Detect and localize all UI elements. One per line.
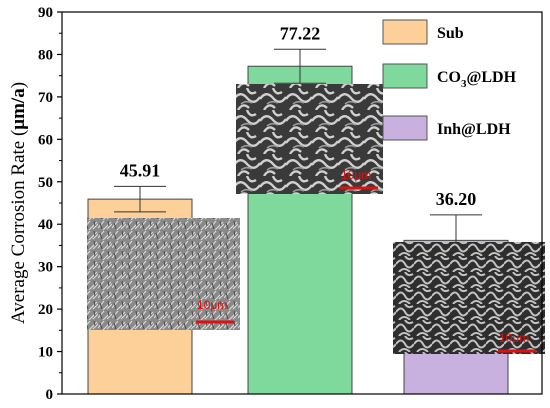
sem-micrograph-icon bbox=[393, 242, 545, 354]
scale-label-0: 10μm bbox=[197, 298, 227, 312]
scale-label-2: 10μm bbox=[499, 331, 529, 345]
y-tick-label-2: 20 bbox=[38, 302, 53, 318]
y-tick-label-1: 10 bbox=[38, 345, 53, 361]
y-axis-label-prefix: Average Corrosion Rate ( bbox=[8, 130, 29, 324]
legend-swatch-2 bbox=[382, 115, 428, 141]
legend: Sub CO3@LDH Inh@LDH bbox=[382, 19, 517, 141]
scale-label-1: 10μm bbox=[341, 168, 371, 182]
axes-layer: 0 10 20 30 40 50 60 70 80 90 Average Corrosion Rat… bbox=[8, 5, 543, 403]
y-tick-label-9: 90 bbox=[38, 5, 53, 21]
sem-micrograph-icon bbox=[236, 84, 383, 194]
legend-label-1: CO3@LDH bbox=[437, 69, 517, 90]
y-tick-label-0: 0 bbox=[46, 387, 54, 403]
y-tick-label-6: 60 bbox=[38, 132, 53, 148]
legend-swatch-1 bbox=[382, 63, 428, 89]
legend-label-2: Inh@LDH bbox=[437, 121, 511, 138]
data-label-0: 45.91 bbox=[120, 160, 161, 180]
y-tick-label-8: 80 bbox=[38, 47, 53, 63]
legend-label-0: Sub bbox=[437, 25, 464, 42]
data-labels-layer: 45.91 77.22 36.20 bbox=[120, 23, 477, 209]
data-label-2: 36.20 bbox=[436, 189, 477, 209]
y-axis-label-unit: μm/a bbox=[8, 88, 29, 130]
data-label-1: 77.22 bbox=[280, 23, 321, 43]
y-tick-label-7: 70 bbox=[38, 90, 53, 106]
y-axis-label: Average Corrosion Rate (μm/a) bbox=[8, 82, 29, 324]
sem-micrograph-icon bbox=[87, 218, 240, 330]
legend-swatch-0 bbox=[382, 19, 428, 45]
y-tick-label-5: 50 bbox=[38, 175, 53, 191]
y-tick-label-4: 40 bbox=[38, 217, 53, 233]
sem-insets-layer: 10μm 10μm 10μm bbox=[87, 84, 545, 354]
y-axis-label-suffix: ) bbox=[8, 82, 29, 88]
y-tick-label-3: 30 bbox=[38, 260, 53, 276]
